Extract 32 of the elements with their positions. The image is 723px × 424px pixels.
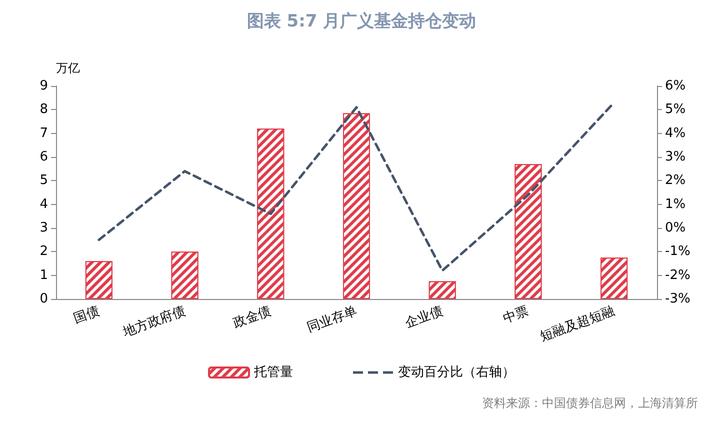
y-tick-label: 4 [40, 196, 48, 212]
legend-label: 变动百分比（右轴） [398, 365, 515, 380]
y-tick-label: 6 [40, 150, 48, 164]
y2-tick-label: 6% [665, 78, 686, 94]
y2-tick-label: 4% [665, 126, 686, 141]
x-tick-label: 地方政府债 [120, 303, 188, 341]
y2-tick-label: 2% [665, 173, 686, 188]
legend-label: 托管量 [253, 365, 293, 380]
y-tick-label: 7 [40, 126, 48, 141]
y2-tick-label: 0% [665, 220, 686, 236]
x-tick-label: 同业存单 [305, 304, 360, 336]
x-tick-label: 短融及超短融 [538, 304, 617, 345]
y-tick-label: 1 [40, 268, 48, 283]
y2-tick-label: -2% [665, 268, 690, 283]
y-tick-label: 3 [40, 220, 48, 236]
y2-tick-label: 5% [665, 102, 686, 118]
y-tick-label: 2 [40, 244, 48, 260]
y-axis-title: 万亿 [56, 61, 80, 75]
y2-tick-label: -1% [665, 244, 690, 260]
y-tick-label: 9 [40, 78, 48, 94]
y2-tick-label: 3% [665, 150, 686, 164]
y-tick-label: 0 [40, 292, 48, 306]
y-tick-label: 8 [40, 102, 48, 118]
x-tick-label: 企业债 [403, 304, 445, 332]
y2-tick-label: 1% [665, 196, 686, 212]
text: 资料来源：中国债券信息网，上海清算所 [482, 396, 698, 410]
y2-tick-label: -3% [665, 292, 690, 306]
x-tick-label: 国债 [72, 304, 102, 327]
x-tick-label: 政金债 [231, 304, 274, 332]
y-tick-label: 5 [40, 173, 48, 188]
x-tick-label: 中票 [501, 304, 531, 327]
chart-title: 图表 5:7 月广义基金持仓变动 [246, 12, 476, 32]
